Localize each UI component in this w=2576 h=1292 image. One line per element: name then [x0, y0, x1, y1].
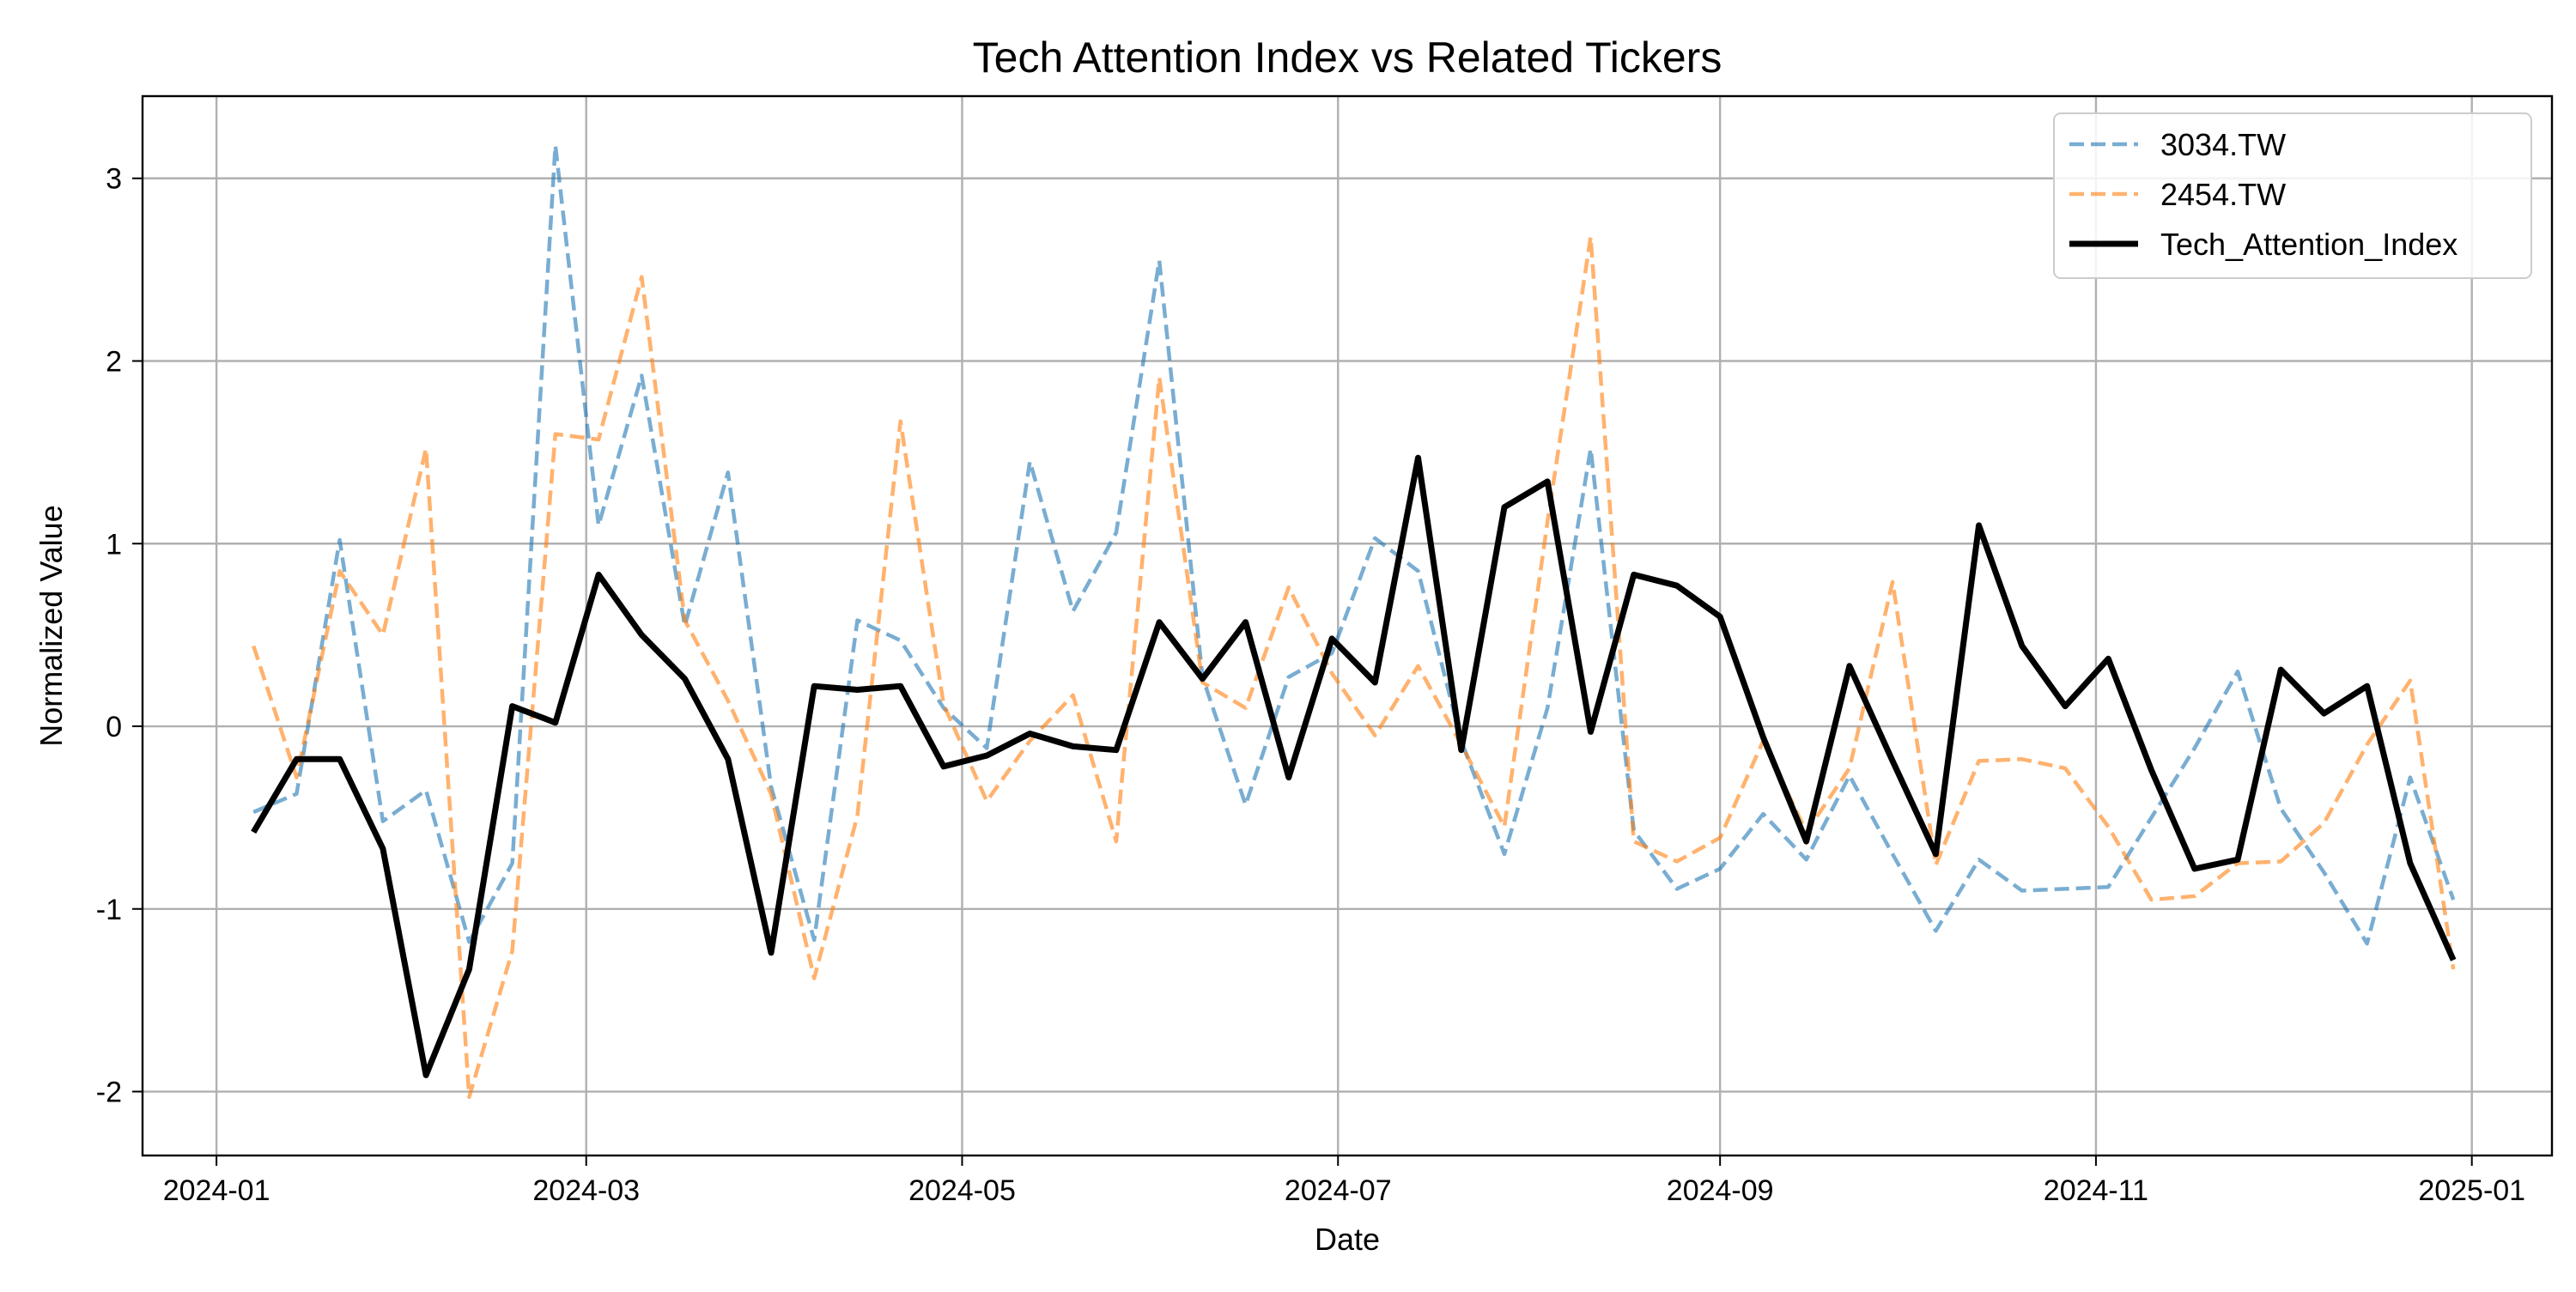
series-line-tech-attention-index: [251, 454, 2457, 1078]
x-tick-label: 2024-01: [163, 1174, 270, 1207]
legend: 3034.TW 2454.TW Tech_Attention_Index: [2053, 112, 2532, 279]
legend-label: Tech_Attention_Index: [2160, 227, 2458, 262]
series-line-2454-tw: [252, 234, 2456, 1100]
legend-label: 3034.TW: [2160, 127, 2286, 162]
x-tick-label: 2024-09: [1667, 1174, 1774, 1207]
y-tick-label: 1: [106, 528, 122, 561]
x-tick-label: 2024-05: [908, 1174, 1016, 1207]
x-tick-label: 2025-01: [2418, 1174, 2525, 1207]
legend-box: [2053, 112, 2532, 279]
x-tick-label: 2024-07: [1285, 1174, 1392, 1207]
y-tick-label: 2: [106, 346, 122, 379]
y-tick-label: 0: [106, 711, 122, 743]
y-tick-label: -2: [96, 1077, 122, 1109]
y-tick-label: -1: [96, 894, 122, 926]
series-lines: [251, 143, 2457, 1100]
chart-title: Tech Attention Index vs Related Tickers: [973, 33, 1722, 82]
legend-label: 2454.TW: [2160, 177, 2286, 212]
x-axis-label: Date: [1315, 1222, 1380, 1257]
x-tick-label: 2024-11: [2044, 1174, 2148, 1207]
axis-ticks: 2024-01 2024-03 2024-05 2024-07 2024-09 2024-…: [96, 163, 2525, 1207]
y-axis-label: Normalized Value: [33, 505, 69, 746]
x-tick-label: 2024-03: [532, 1174, 640, 1207]
plot-area-frame: [141, 94, 2554, 1157]
y-tick-label: 3: [106, 163, 122, 196]
series-line-3034-tw: [252, 143, 2456, 946]
